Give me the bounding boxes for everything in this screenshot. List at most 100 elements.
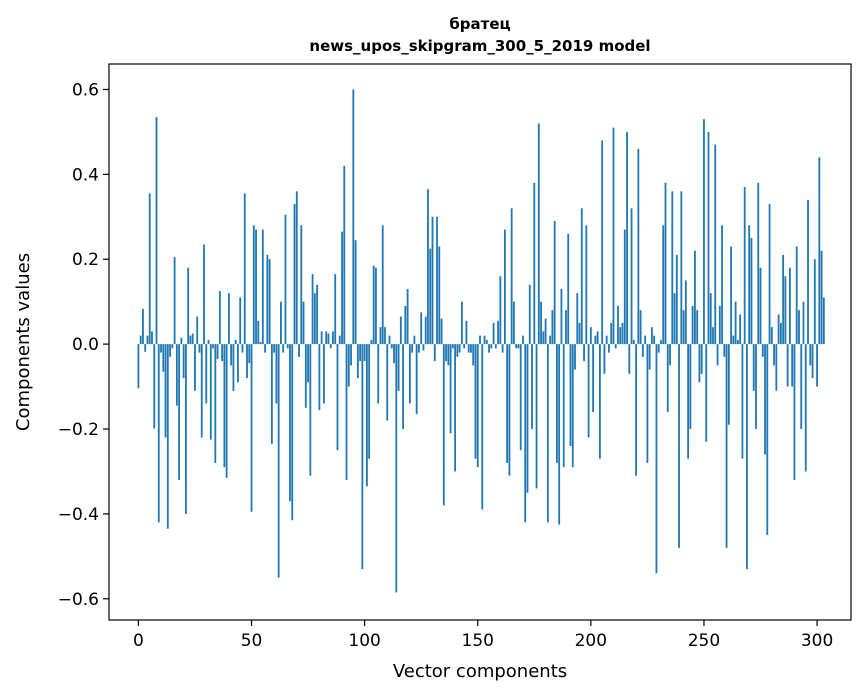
- bar-253: [709, 293, 712, 345]
- bar-94: [350, 344, 352, 366]
- bar-242: [684, 280, 687, 345]
- bar-217: [628, 344, 631, 374]
- bar-66: [286, 344, 289, 349]
- bar-143: [461, 301, 463, 345]
- bar-23: [189, 335, 192, 345]
- bar-243: [687, 344, 690, 459]
- bar-264: [734, 301, 737, 345]
- bar-113: [393, 344, 395, 364]
- bar-216: [626, 131, 628, 345]
- bar-232: [662, 225, 665, 345]
- bar-61: [275, 344, 278, 404]
- bar-130: [431, 216, 434, 345]
- bar-215: [623, 229, 626, 345]
- y-axis-label: Components values: [13, 253, 34, 431]
- bar-210: [612, 127, 615, 345]
- bar-64: [282, 344, 285, 353]
- bar-212: [617, 305, 619, 345]
- bar-22: [187, 267, 190, 345]
- bar-278: [766, 344, 769, 536]
- y-tick-label: −0.2: [58, 420, 99, 440]
- chart-title-line-2: news_upos_skipgram_300_5_2019 model: [309, 37, 650, 55]
- bar-189: [565, 310, 567, 345]
- bar-4: [146, 335, 149, 345]
- bar-218: [630, 208, 633, 345]
- x-axis-label: Vector components: [393, 661, 567, 682]
- bar-155: [488, 344, 490, 353]
- bar-144: [463, 344, 466, 349]
- bar-299: [813, 259, 816, 345]
- bar-250: [703, 119, 705, 345]
- bar-79: [316, 284, 319, 345]
- bar-179: [542, 331, 545, 345]
- bar-227: [651, 327, 653, 345]
- bar-177: [537, 123, 540, 345]
- bar-54: [259, 342, 262, 345]
- bar-51: [252, 225, 255, 345]
- bar-137: [447, 344, 450, 366]
- bar-270: [748, 225, 751, 345]
- bar-48: [246, 344, 248, 379]
- bar-166: [513, 301, 515, 345]
- bar-241: [682, 310, 685, 345]
- bar-10: [160, 344, 162, 353]
- bar-192: [571, 344, 574, 468]
- bar-2: [142, 308, 144, 345]
- bar-239: [678, 344, 680, 548]
- bar-288: [789, 267, 791, 345]
- bar-284: [779, 322, 782, 345]
- bar-109: [384, 327, 386, 345]
- bar-58: [268, 259, 271, 345]
- bar-181: [546, 344, 549, 523]
- bar-252: [707, 131, 710, 345]
- bar-229: [655, 344, 658, 574]
- y-tick-label: 0.0: [72, 335, 99, 355]
- bar-0: [137, 344, 140, 389]
- bar-202: [594, 335, 597, 345]
- x-tick-label: 0: [133, 631, 144, 651]
- bar-100: [363, 344, 366, 362]
- bar-276: [761, 344, 764, 357]
- bar-103: [370, 339, 373, 345]
- bar-281: [773, 344, 775, 366]
- bar-201: [592, 344, 595, 413]
- bar-84: [327, 333, 330, 345]
- bar-24: [191, 333, 194, 345]
- bar-207: [605, 335, 608, 345]
- bar-104: [372, 265, 375, 345]
- bar-105: [375, 267, 377, 345]
- bar-220: [635, 344, 637, 476]
- bar-261: [727, 344, 730, 425]
- bar-234: [666, 344, 669, 413]
- bar-237: [673, 293, 676, 345]
- bar-251: [705, 344, 708, 442]
- bar-14: [169, 344, 171, 357]
- y-tick-label: −0.6: [58, 590, 99, 610]
- bar-55: [261, 229, 264, 345]
- chart-title-line-1: братец: [449, 15, 510, 33]
- bar-157: [492, 322, 495, 345]
- bar-11: [162, 344, 165, 372]
- bar-249: [700, 344, 703, 374]
- bar-198: [585, 225, 588, 345]
- bar-20: [182, 344, 185, 379]
- bar-76: [309, 344, 312, 476]
- bar-257: [718, 305, 721, 345]
- bar-132: [436, 216, 438, 345]
- bar-3: [144, 344, 147, 352]
- bar-184: [553, 221, 556, 345]
- bar-131: [433, 344, 436, 362]
- bar-191: [569, 344, 572, 446]
- bar-260: [725, 344, 728, 548]
- bar-124: [418, 344, 420, 353]
- x-axis: 0 50 100 150 200 250 300: [133, 620, 833, 651]
- bar-193: [574, 344, 576, 370]
- bar-42: [232, 344, 235, 391]
- bar-136: [445, 344, 447, 362]
- bar-50: [250, 344, 253, 512]
- bar-52: [255, 229, 257, 345]
- bar-96: [354, 240, 357, 345]
- bar-187: [560, 288, 563, 345]
- bar-159: [497, 320, 499, 345]
